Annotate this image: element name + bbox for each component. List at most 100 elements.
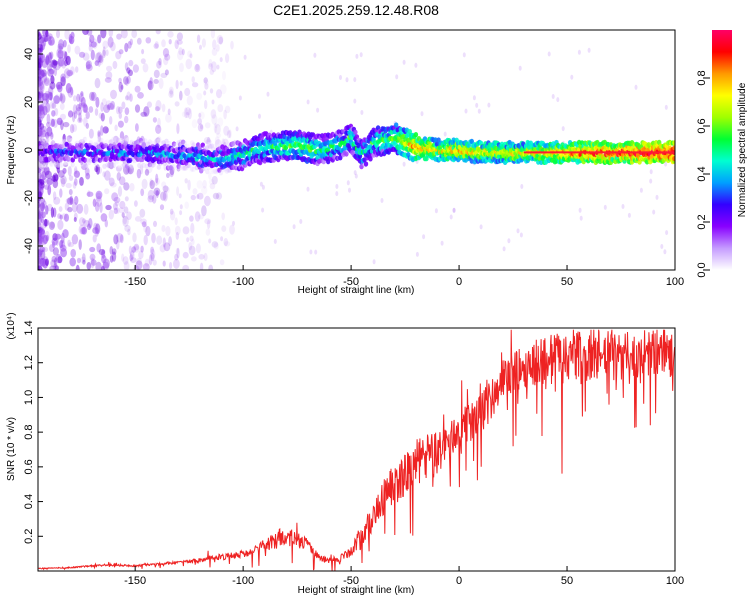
noise-speck bbox=[191, 256, 197, 262]
noise-speck bbox=[48, 221, 55, 230]
noise-speck bbox=[152, 259, 157, 266]
noise-speck bbox=[90, 259, 97, 266]
noise-speck bbox=[53, 196, 61, 205]
band-cell bbox=[99, 137, 104, 143]
noise-speck bbox=[102, 171, 106, 178]
noise-speck bbox=[183, 107, 188, 119]
noise-speck bbox=[88, 106, 94, 113]
noise-speck bbox=[111, 192, 119, 202]
noise-speck bbox=[50, 221, 56, 229]
noise-speck bbox=[41, 202, 45, 210]
noise-speck bbox=[159, 244, 166, 253]
band-cell bbox=[84, 163, 89, 169]
band-cell bbox=[180, 165, 186, 171]
noise-speck bbox=[639, 187, 643, 193]
band-cell bbox=[38, 136, 42, 142]
noise-speck bbox=[62, 167, 67, 174]
noise-speck bbox=[190, 222, 195, 234]
noise-speck bbox=[472, 95, 476, 101]
noise-speck bbox=[175, 231, 179, 240]
band-cell bbox=[183, 142, 189, 148]
noise-speck bbox=[101, 249, 106, 259]
band-cell bbox=[344, 151, 349, 157]
noise-speck bbox=[174, 39, 179, 50]
band-cell bbox=[125, 137, 130, 143]
noise-speck bbox=[71, 124, 78, 132]
band-cell bbox=[50, 140, 56, 146]
noise-speck bbox=[210, 30, 216, 39]
noise-speck bbox=[146, 101, 152, 108]
noise-speck bbox=[54, 257, 58, 268]
noise-speck bbox=[38, 266, 41, 270]
band-cell bbox=[394, 122, 399, 128]
band-cell bbox=[84, 137, 89, 144]
noise-speck bbox=[119, 200, 126, 210]
noise-speck bbox=[52, 263, 59, 270]
noise-speck bbox=[67, 197, 74, 206]
noise-speck bbox=[74, 166, 78, 175]
noise-speck bbox=[113, 196, 121, 204]
noise-speck bbox=[129, 38, 133, 46]
noise-speck bbox=[228, 129, 232, 139]
noise-speck bbox=[258, 113, 261, 119]
noise-speck bbox=[47, 68, 54, 77]
band-cell bbox=[152, 164, 157, 170]
noise-speck bbox=[197, 118, 203, 125]
noise-speck bbox=[108, 209, 115, 220]
band-cell bbox=[190, 166, 195, 172]
noise-speck bbox=[95, 164, 100, 175]
noise-speck bbox=[67, 206, 73, 213]
noise-speck bbox=[174, 217, 178, 226]
noise-speck bbox=[166, 172, 170, 178]
band-cell bbox=[217, 167, 222, 173]
band-cell bbox=[112, 161, 118, 168]
noise-speck bbox=[105, 127, 109, 134]
noise-speck bbox=[218, 36, 224, 45]
noise-speck bbox=[59, 244, 67, 252]
y-tick-label: 1.4 bbox=[23, 320, 35, 335]
band-cell bbox=[118, 162, 124, 168]
noise-speck bbox=[136, 257, 142, 266]
noise-speck bbox=[153, 43, 159, 49]
noise-speck bbox=[121, 212, 125, 218]
noise-speck bbox=[89, 246, 96, 253]
noise-speck bbox=[50, 101, 55, 110]
noise-speck bbox=[68, 242, 75, 248]
x-tick-label: -150 bbox=[124, 276, 146, 288]
noise-speck bbox=[116, 172, 122, 181]
colorbar-tick-label: 0.8 bbox=[696, 70, 708, 85]
band-cell bbox=[205, 145, 210, 151]
band-cell bbox=[79, 160, 85, 167]
band-cell bbox=[60, 141, 65, 148]
noise-speck bbox=[577, 49, 581, 55]
noise-speck bbox=[135, 123, 139, 132]
band-cell bbox=[38, 136, 41, 142]
noise-speck bbox=[54, 233, 62, 240]
noise-speck bbox=[211, 175, 218, 185]
noise-speck bbox=[449, 214, 453, 220]
noise-speck bbox=[126, 91, 131, 101]
noise-speck bbox=[80, 227, 86, 235]
noise-speck bbox=[38, 181, 42, 193]
noise-speck bbox=[306, 186, 310, 192]
noise-speck bbox=[124, 78, 129, 86]
noise-speck bbox=[261, 184, 265, 190]
band-cell bbox=[156, 164, 162, 170]
band-cell bbox=[94, 137, 100, 143]
band-cell bbox=[38, 145, 44, 151]
noise-speck bbox=[59, 214, 63, 220]
noise-speck bbox=[112, 60, 118, 70]
noise-speck bbox=[65, 55, 71, 66]
noise-speck bbox=[109, 246, 114, 255]
noise-speck bbox=[65, 83, 72, 94]
noise-speck bbox=[92, 198, 97, 207]
colorbar bbox=[712, 30, 732, 270]
noise-speck bbox=[201, 185, 208, 195]
band-cell bbox=[61, 138, 66, 144]
noise-speck bbox=[164, 69, 169, 76]
noise-speck bbox=[579, 215, 583, 221]
noise-speck bbox=[134, 104, 141, 113]
noise-speck bbox=[132, 232, 137, 243]
noise-speck bbox=[211, 61, 217, 73]
noise-speck bbox=[38, 103, 45, 112]
